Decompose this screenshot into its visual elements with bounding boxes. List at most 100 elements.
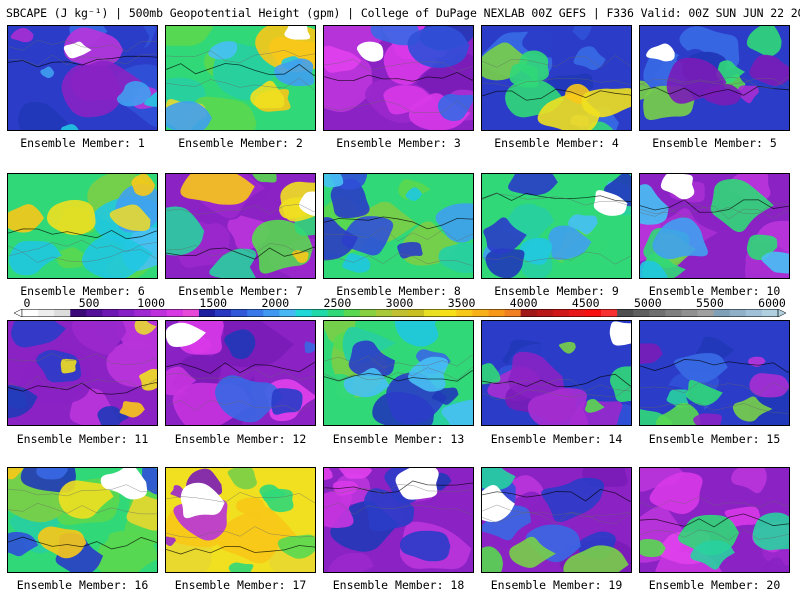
member-label-18: Ensemble Member: 18 bbox=[332, 578, 465, 592]
sbcape-field bbox=[8, 26, 157, 130]
member-map-17 bbox=[165, 467, 316, 573]
colorbar-segment bbox=[552, 309, 570, 317]
colorbar-segment bbox=[150, 309, 168, 317]
colorbar-segment bbox=[665, 309, 682, 317]
sbcape-field bbox=[166, 174, 315, 278]
colorbar-segment bbox=[633, 309, 650, 317]
sbcape-field bbox=[324, 321, 473, 425]
member-label-12: Ensemble Member: 12 bbox=[174, 432, 307, 446]
member-map-2 bbox=[165, 25, 316, 131]
colorbar-segment bbox=[391, 309, 409, 317]
colorbar-tick-label: 3500 bbox=[447, 296, 476, 310]
colorbar-segment bbox=[504, 309, 521, 317]
sbcape-field bbox=[8, 468, 157, 572]
colorbar-segment bbox=[359, 309, 377, 317]
member-label-5: Ensemble Member: 5 bbox=[652, 136, 777, 150]
member-label-4: Ensemble Member: 4 bbox=[494, 136, 619, 150]
member-map-18 bbox=[323, 467, 474, 573]
colorbar-segment bbox=[279, 309, 296, 317]
member-label-20: Ensemble Member: 20 bbox=[648, 578, 781, 592]
sbcape-field bbox=[640, 174, 789, 278]
sbcape-field bbox=[482, 468, 631, 572]
member-label-6: Ensemble Member: 6 bbox=[20, 284, 145, 298]
colorbar-segment bbox=[729, 309, 747, 317]
colorbar-tick-label: 500 bbox=[78, 296, 100, 310]
member-label-8: Ensemble Member: 8 bbox=[336, 284, 461, 298]
colorbar-segment bbox=[713, 309, 731, 317]
colorbar-segment bbox=[247, 309, 264, 317]
colorbar-segment bbox=[102, 309, 119, 317]
colorbar-tick-label: 5000 bbox=[633, 296, 662, 310]
sbcape-field bbox=[640, 321, 789, 425]
colorbar-segment bbox=[231, 309, 248, 317]
sbcape-field bbox=[482, 174, 631, 278]
colorbar-tick-label: 3000 bbox=[385, 296, 414, 310]
colorbar-segment bbox=[584, 309, 602, 317]
member-map-7 bbox=[165, 173, 316, 279]
colorbar-segment bbox=[166, 309, 184, 317]
colorbar-segment bbox=[198, 309, 216, 317]
member-map-3 bbox=[323, 25, 474, 131]
member-map-1 bbox=[7, 25, 158, 131]
colorbar-segment bbox=[745, 309, 763, 317]
sbcape-field bbox=[640, 26, 789, 130]
colorbar-segment bbox=[681, 309, 698, 317]
member-label-13: Ensemble Member: 13 bbox=[332, 432, 465, 446]
page-title: SBCAPE (J kg⁻¹) | 500mb Geopotential Hei… bbox=[6, 6, 800, 20]
colorbar-segment bbox=[536, 309, 554, 317]
colorbar-segment bbox=[134, 309, 151, 317]
colorbar-segment bbox=[617, 309, 634, 317]
colorbar-segment bbox=[22, 309, 39, 317]
colorbar-segment bbox=[343, 309, 361, 317]
colorbar-segment bbox=[440, 309, 457, 317]
colorbar-segment bbox=[697, 309, 714, 317]
member-map-9 bbox=[481, 173, 632, 279]
member-label-19: Ensemble Member: 19 bbox=[490, 578, 623, 592]
colorbar-segment bbox=[38, 309, 55, 317]
member-map-13 bbox=[323, 320, 474, 426]
member-map-20 bbox=[639, 467, 790, 573]
colorbar-segment bbox=[311, 309, 328, 317]
colorbar-tick-label: 6000 bbox=[758, 296, 786, 310]
colorbar-tick-label: 2000 bbox=[261, 296, 290, 310]
colorbar-tick-label: 0 bbox=[23, 296, 31, 310]
colorbar-tick-label: 1000 bbox=[137, 296, 166, 310]
member-map-6 bbox=[7, 173, 158, 279]
colorbar-segment bbox=[488, 309, 505, 317]
sbcape-field bbox=[8, 321, 157, 425]
sbcape-field bbox=[324, 26, 473, 130]
sbcape-field bbox=[324, 468, 473, 572]
member-map-8 bbox=[323, 173, 474, 279]
member-label-15: Ensemble Member: 15 bbox=[648, 432, 781, 446]
colorbar-strip bbox=[14, 309, 786, 317]
colorbar-segment bbox=[70, 309, 87, 317]
colorbar-segment bbox=[568, 309, 586, 317]
member-label-14: Ensemble Member: 14 bbox=[490, 432, 623, 446]
colorbar-tick-label: 4000 bbox=[509, 296, 538, 310]
colorbar-max-arrow bbox=[777, 309, 786, 317]
member-map-4 bbox=[481, 25, 632, 131]
member-map-16 bbox=[7, 467, 158, 573]
member-map-5 bbox=[639, 25, 790, 131]
colorbar-segment bbox=[649, 309, 666, 317]
member-map-14 bbox=[481, 320, 632, 426]
member-label-11: Ensemble Member: 11 bbox=[16, 432, 149, 446]
colorbar-segment bbox=[472, 309, 489, 317]
member-label-3: Ensemble Member: 3 bbox=[336, 136, 461, 150]
colorbar-segment bbox=[295, 309, 312, 317]
sbcape-colorbar: 0 500 1000 1500 2000 2500 3000 3500 4000 4500 5000… bbox=[0, 297, 800, 319]
colorbar-outline bbox=[21, 309, 779, 317]
sbcape-field bbox=[324, 174, 473, 278]
colorbar-segment bbox=[761, 309, 779, 317]
colorbar-segment bbox=[215, 309, 232, 317]
sbcape-field bbox=[482, 26, 631, 130]
member-label-9: Ensemble Member: 9 bbox=[494, 284, 619, 298]
colorbar-segment bbox=[54, 309, 71, 317]
colorbar-segment bbox=[601, 309, 618, 317]
member-map-11 bbox=[7, 320, 158, 426]
sbcape-field bbox=[8, 174, 157, 278]
colorbar-segment bbox=[118, 309, 135, 317]
member-label-1: Ensemble Member: 1 bbox=[20, 136, 145, 150]
colorbar-tick-label: 5500 bbox=[696, 296, 724, 310]
colorbar-segment bbox=[263, 309, 280, 317]
